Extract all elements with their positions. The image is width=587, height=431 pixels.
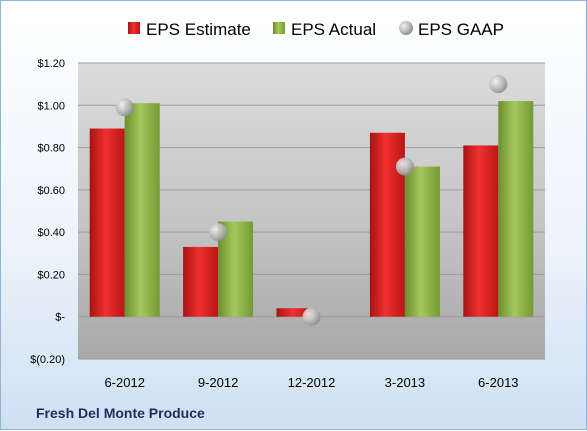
bar-eps-actual-3-2013 — [404, 166, 440, 317]
legend-label-eps-actual: EPS Actual — [291, 20, 376, 39]
legend-label-eps-estimate: EPS Estimate — [146, 20, 251, 39]
x-tick-label-12-2012: 12-2012 — [288, 375, 336, 390]
y-tick-label: $(0.20) — [30, 354, 65, 366]
y-tick-label: $0.80 — [37, 143, 65, 155]
legend: EPS Estimate EPS Actual EPS GAAP — [128, 20, 504, 39]
legend-swatch-eps-actual — [273, 22, 285, 34]
y-tick-label: $0.20 — [37, 269, 65, 281]
marker-eps-gaap-3-2013 — [395, 157, 414, 176]
legend-swatch-eps-estimate — [128, 22, 140, 34]
x-tick-label-3-2013: 3-2013 — [385, 375, 425, 390]
legend-label-eps-gaap: EPS GAAP — [418, 20, 504, 39]
bar-eps-actual-6-2013 — [498, 101, 534, 317]
y-tick-label: $0.60 — [37, 185, 65, 197]
x-tick-label-9-2012: 9-2012 — [198, 375, 238, 390]
x-tick-label-6-2012: 6-2012 — [104, 375, 144, 390]
bar-eps-estimate-6-2012 — [89, 128, 125, 317]
bar-eps-actual-6-2012 — [124, 103, 160, 317]
legend-marker-eps-gaap — [399, 21, 413, 35]
bar-eps-estimate-12-2012 — [276, 308, 312, 317]
bars — [89, 101, 534, 317]
y-tick-label: $1.00 — [37, 100, 65, 112]
bar-eps-estimate-9-2012 — [183, 246, 219, 317]
y-tick-label: $- — [55, 312, 65, 324]
marker-eps-gaap-9-2012 — [209, 223, 228, 242]
marker-eps-gaap-6-2012 — [115, 98, 134, 117]
gaap-markers — [115, 75, 508, 326]
company-name: Fresh Del Monte Produce — [36, 405, 205, 421]
x-tick-label-6-2013: 6-2013 — [478, 375, 518, 390]
y-tick-label: $1.20 — [37, 58, 65, 70]
x-axis-labels: 6-2012 9-2012 12-2012 3-2013 6-2013 — [104, 375, 518, 390]
y-axis-labels: $(0.20) $- $0.20 $0.40 $0.60 $0.80 $1.00 $1.20 — [30, 58, 65, 366]
y-tick-label: $0.40 — [37, 227, 65, 239]
marker-eps-gaap-6-2013 — [489, 75, 508, 94]
marker-eps-gaap-12-2012 — [302, 307, 321, 326]
bar-eps-estimate-6-2013 — [463, 145, 499, 317]
